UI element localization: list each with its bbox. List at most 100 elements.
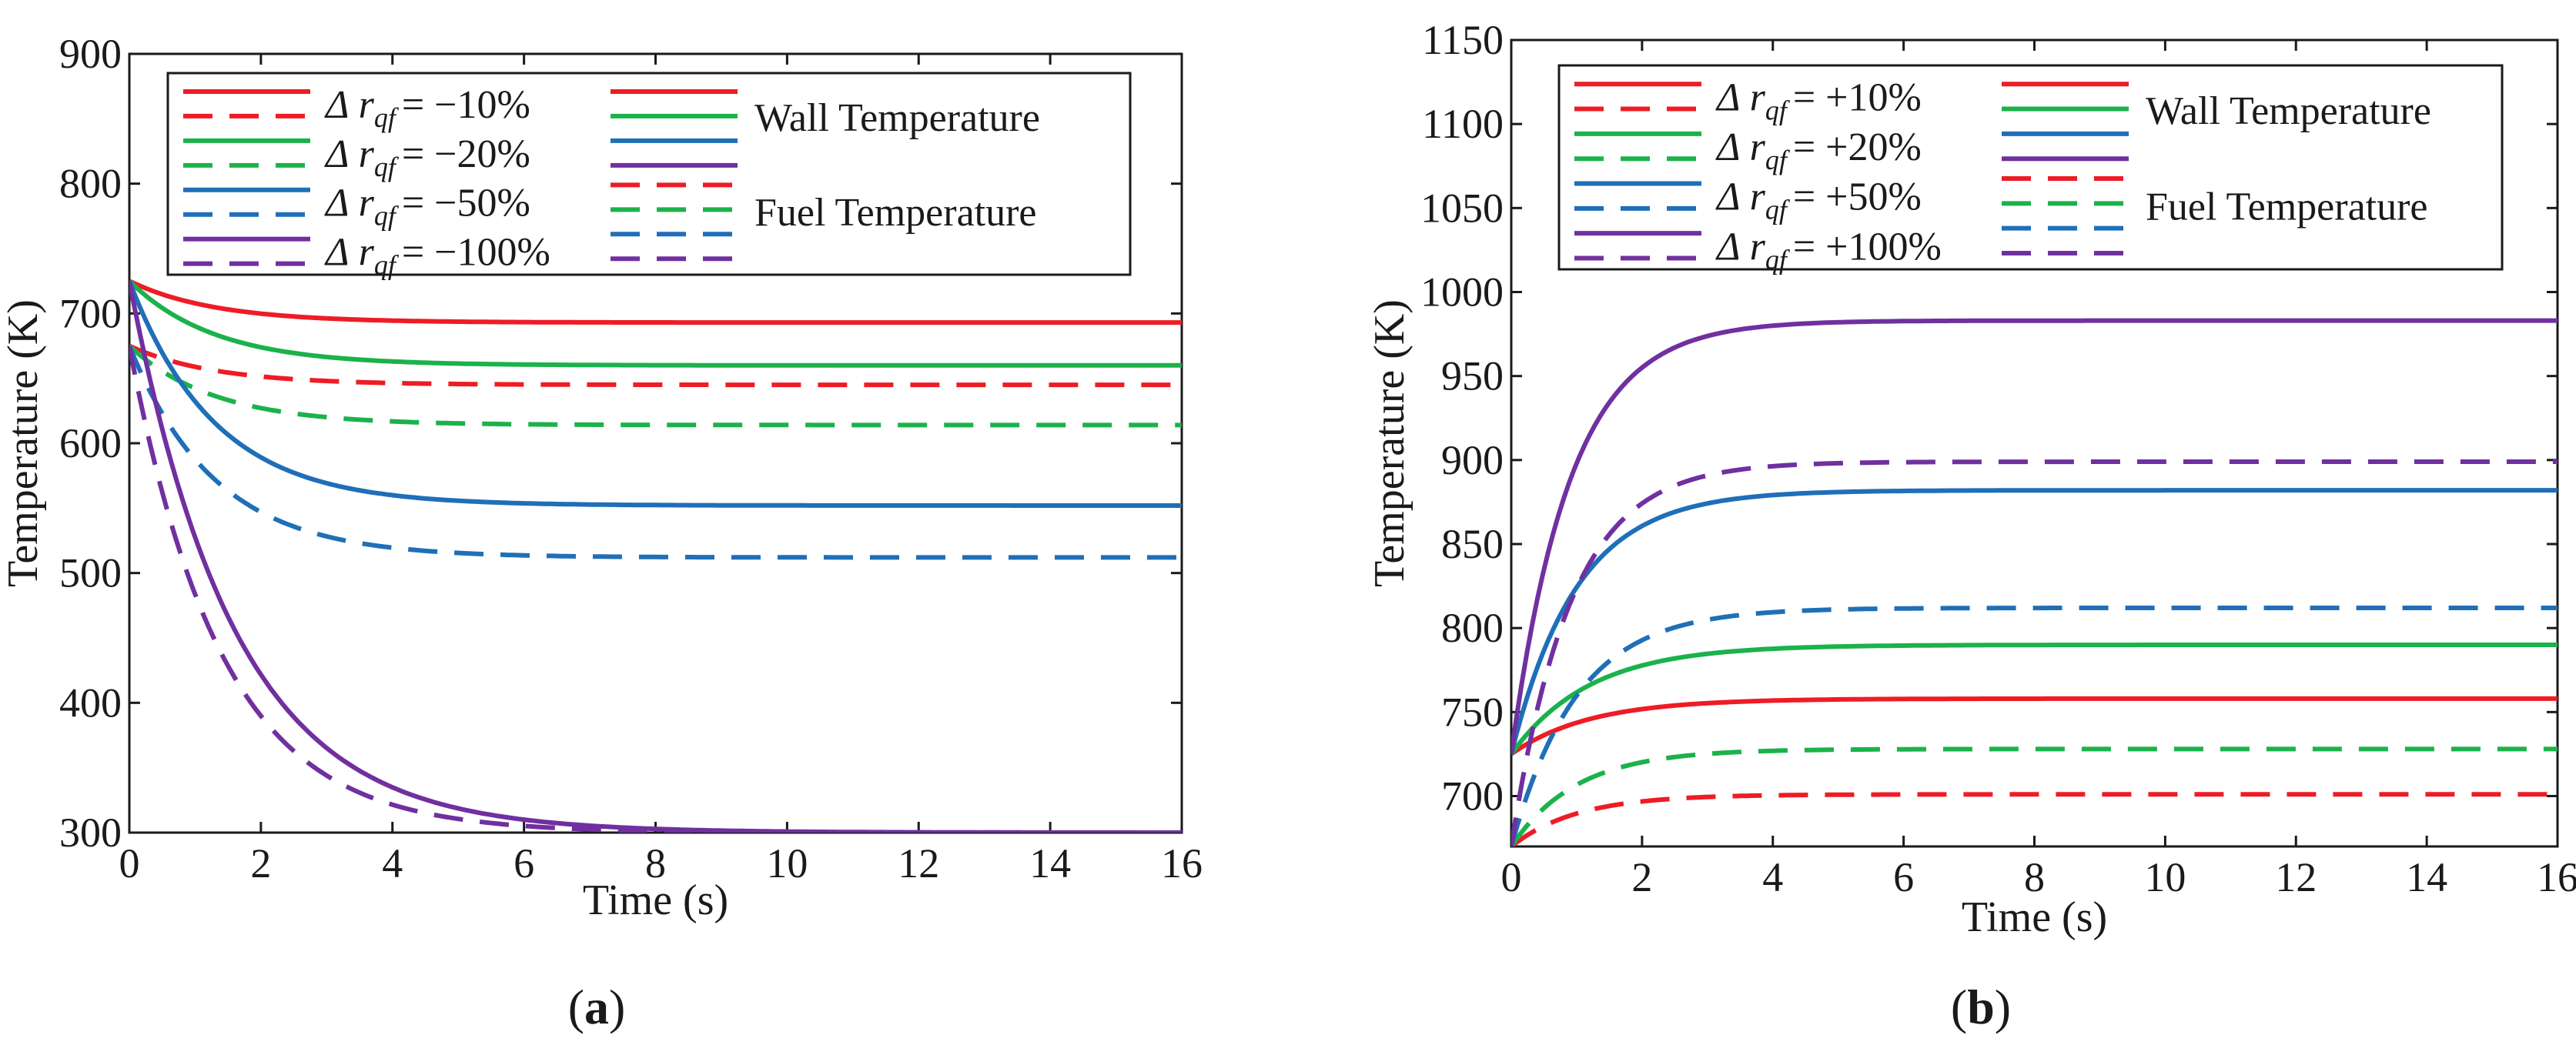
legend-value: = −100%: [402, 231, 550, 275]
series-line-fuel-2: [1511, 746, 2558, 846]
y-axis-label: Temperature (K): [1366, 299, 1413, 587]
series-line-fuel-1: [129, 343, 1182, 388]
x-tick-label: 12: [2275, 854, 2317, 900]
legend-prefix: Δ r: [1715, 125, 1766, 169]
y-tick-label: 500: [59, 550, 122, 596]
legend-group-label-fuel: Fuel Temperature: [754, 191, 1037, 235]
x-tick-label: 4: [1762, 854, 1783, 900]
series-line-fuel-3: [1511, 606, 2558, 846]
series-line-wall-1: [1511, 696, 2558, 756]
chart-panel-b: 0 2 4 6 8 10 12 14 16 700 750 800 850 900 950 1000 1050 1…: [1366, 17, 2576, 941]
legend-box: [1557, 64, 2504, 271]
legend-subscript: qf: [1765, 145, 1791, 175]
y-tick-label: 400: [59, 679, 122, 726]
legend-subscript: qf: [1765, 95, 1791, 125]
x-tick-label: 6: [514, 840, 534, 886]
series-line-fuel-4: [129, 345, 1182, 833]
y-tick-label: 900: [59, 31, 122, 77]
legend-entry-label: Δ rqf = +20%: [1715, 125, 1922, 175]
caption-b: (b): [1951, 980, 2011, 1034]
x-tick-label: 8: [2024, 854, 2045, 900]
x-axis-label: Time (s): [583, 876, 728, 924]
caption-a-letter: a: [584, 980, 609, 1034]
series-line-wall-3: [129, 280, 1182, 508]
legend-entry-label: Δ rqf = −100%: [324, 231, 550, 281]
x-tick-label: 10: [2144, 854, 2186, 900]
series-group: [129, 279, 1182, 833]
series-line-wall-2: [1511, 643, 2558, 756]
legend-subscript: qf: [374, 152, 400, 182]
x-tick-label: 14: [2406, 854, 2447, 900]
y-tick-label: 900: [1441, 437, 1504, 483]
y-tick-label: 850: [1441, 521, 1504, 567]
legend-entry-label: Δ rqf = −10%: [324, 83, 530, 133]
series-group: [1511, 318, 2558, 846]
legend-subscript: qf: [374, 250, 400, 281]
series-line-fuel-2: [129, 344, 1182, 428]
y-tick-label: 1000: [1420, 269, 1504, 315]
legend-entry-label: Δ rqf = +100%: [1715, 225, 1942, 275]
series-line-wall-3: [1511, 488, 2558, 755]
caption-a: (a): [568, 980, 626, 1034]
legend-group-label-fuel: Fuel Temperature: [2146, 185, 2428, 229]
legend-box: [166, 72, 1132, 276]
y-tick-label: 300: [59, 810, 122, 856]
legend-prefix: Δ r: [324, 231, 375, 275]
legend-value: = +100%: [1793, 225, 1942, 269]
legend-value: = −10%: [402, 83, 530, 127]
legend-subscript: qf: [1765, 244, 1791, 275]
legend-entry-label: Δ rqf = +50%: [1715, 175, 1922, 225]
series-line-wall-2: [129, 279, 1182, 368]
series-line-wall-1: [129, 279, 1182, 326]
y-tick-label: 800: [59, 161, 122, 207]
y-tick-label: 1150: [1422, 17, 1504, 63]
x-tick-label: 12: [898, 840, 939, 886]
x-tick-label: 0: [119, 840, 140, 886]
legend-value: = −20%: [402, 132, 530, 176]
x-tick-label: 16: [2537, 854, 2576, 900]
x-tick-label: 6: [1893, 854, 1914, 900]
legend-value: = +50%: [1793, 175, 1922, 219]
y-tick-label: 950: [1441, 353, 1504, 399]
series-line-fuel-4: [1511, 459, 2558, 846]
caption-b-letter: b: [1967, 980, 1995, 1034]
y-tick-label: 700: [1441, 773, 1504, 820]
legend-prefix: Δ r: [1715, 175, 1766, 219]
y-tick-label: 600: [59, 420, 122, 466]
series-line-fuel-1: [1511, 792, 2558, 846]
y-tick-label: 700: [59, 290, 122, 336]
x-tick-label: 2: [1631, 854, 1652, 900]
legend-entry-label: Δ rqf = −20%: [324, 132, 530, 182]
series-line-fuel-3: [129, 345, 1182, 560]
legend-prefix: Δ r: [324, 182, 375, 225]
legend-prefix: Δ r: [1715, 225, 1766, 269]
legend-entry-label: Δ rqf = +10%: [1715, 75, 1922, 125]
legend-prefix: Δ r: [1715, 75, 1766, 119]
legend-group-label-wall: Wall Temperature: [2146, 89, 2431, 133]
legend: Δ rqf = −10%Δ rqf = −20%Δ rqf = −50%Δ rqf = …: [166, 72, 1132, 281]
y-tick-label: 750: [1441, 689, 1504, 735]
x-tick-label: 8: [645, 840, 666, 886]
legend-subscript: qf: [374, 201, 400, 232]
legend-value: = +20%: [1793, 125, 1922, 169]
legend-entry-label: Δ rqf = −50%: [324, 182, 530, 232]
x-tick-label: 14: [1029, 840, 1071, 886]
y-tick-label: 1100: [1422, 101, 1504, 147]
legend: Δ rqf = +10%Δ rqf = +20%Δ rqf = +50%Δ rqf = …: [1557, 64, 2504, 275]
y-axis-label: Temperature (K): [0, 299, 47, 587]
y-tick-label: 800: [1441, 605, 1504, 651]
legend-prefix: Δ r: [324, 132, 375, 176]
chart-panel-a: 0 2 4 6 8 10 12 14 16 300 400 500 600 700 800 900 Time (…: [0, 31, 1203, 924]
legend-group-label-wall: Wall Temperature: [754, 96, 1040, 140]
x-tick-label: 4: [382, 840, 403, 886]
y-tick-label: 1050: [1420, 185, 1504, 231]
legend-subscript: qf: [374, 102, 400, 133]
x-tick-label: 16: [1161, 840, 1203, 886]
x-tick-label: 10: [766, 840, 808, 886]
x-axis-label: Time (s): [1962, 893, 2107, 941]
legend-value: = +10%: [1793, 75, 1922, 119]
x-tick-label: 0: [1501, 854, 1522, 900]
series-line-wall-4: [1511, 318, 2558, 755]
legend-subscript: qf: [1765, 195, 1791, 225]
